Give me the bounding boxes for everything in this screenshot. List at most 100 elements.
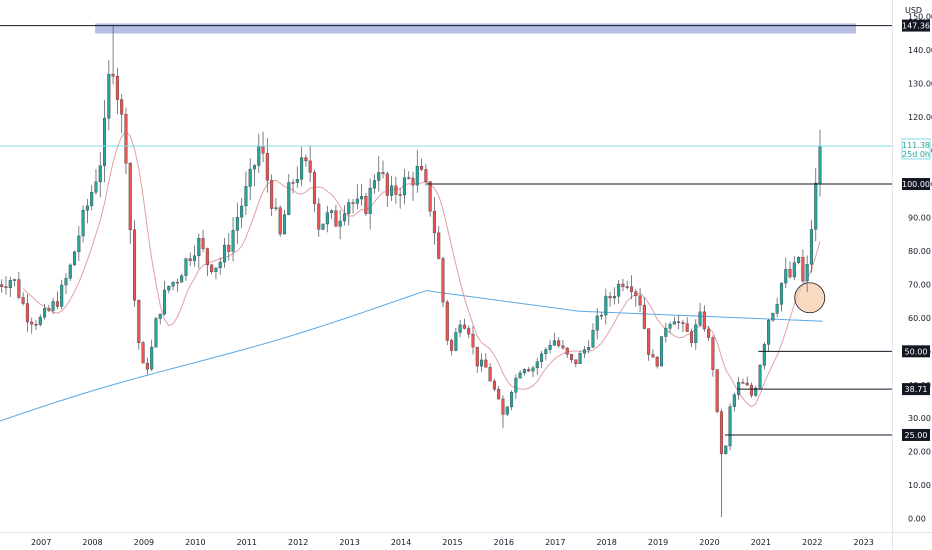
candle-body — [467, 328, 471, 335]
candle-body — [544, 349, 548, 355]
candle-body — [38, 316, 42, 325]
candle-body — [377, 172, 381, 181]
candle-body — [711, 337, 715, 370]
candle-body — [81, 209, 85, 237]
candle-body — [30, 321, 34, 325]
y-tick-label: 90.00 — [908, 213, 931, 222]
candle-body — [355, 198, 359, 204]
candle-body — [432, 211, 436, 234]
candle-body — [599, 314, 604, 317]
y-tick-label: 150.00 — [908, 13, 932, 22]
candle-body — [321, 223, 325, 230]
candle-body — [120, 99, 124, 115]
candle-body — [758, 365, 762, 389]
candle-body — [21, 297, 25, 304]
candle-body — [587, 347, 591, 350]
candle-body — [788, 269, 792, 278]
candle-body — [527, 369, 531, 372]
candle-body — [681, 322, 685, 324]
current-price-label: 111.38 — [902, 141, 930, 150]
candle-body — [171, 281, 175, 287]
candle-body — [792, 262, 796, 278]
candle-body — [0, 284, 4, 287]
x-tick-label: 2011 — [237, 538, 257, 547]
y-tick-label: 130.00 — [908, 80, 932, 89]
candle-body — [535, 361, 539, 369]
candle-body — [248, 168, 252, 187]
candle-body — [621, 283, 625, 287]
candle-body — [103, 117, 107, 166]
candle-body — [261, 145, 265, 154]
candle-body — [629, 286, 634, 293]
candle-body — [381, 172, 385, 175]
candle-body — [745, 382, 749, 386]
candle-body — [180, 275, 184, 283]
x-tick-label: 2022 — [802, 538, 822, 547]
candle-body — [805, 264, 809, 282]
time-axis[interactable]: 2007 2008 2009 2010 2011 2012 2013 2014 2015 2016… — [0, 532, 932, 548]
price-axis-bg — [892, 0, 932, 532]
candle-body — [441, 258, 445, 303]
x-tick-label: 2008 — [82, 538, 102, 547]
candle-body — [737, 382, 741, 395]
candle-body — [608, 295, 612, 299]
candle-body — [668, 324, 672, 329]
candles-layer — [0, 25, 822, 517]
x-tick-label: 2009 — [134, 538, 154, 547]
candle-body — [300, 157, 304, 180]
x-tick-label: 2021 — [751, 538, 771, 547]
candle-body — [454, 332, 458, 351]
x-tick-label: 2012 — [288, 538, 308, 547]
candle-body — [167, 285, 171, 291]
candle-body — [480, 359, 484, 367]
y-tick-label: 30.00 — [908, 414, 931, 423]
y-tick-label: 60.00 — [908, 314, 931, 323]
candle-body — [240, 205, 244, 218]
level-label: 25.00 — [905, 431, 928, 440]
x-tick-label: 2015 — [442, 538, 462, 547]
level-label-bg — [902, 345, 930, 358]
candle-body — [497, 388, 501, 400]
price-axis[interactable]: USD 0.0010.0020.0030.0040.0050.0060.0070… — [892, 0, 932, 550]
candle-body — [150, 346, 154, 370]
candle-body — [304, 157, 308, 162]
candle-body — [540, 353, 544, 362]
candle-body — [64, 278, 68, 286]
candle-body — [402, 177, 406, 196]
candle-body — [728, 406, 732, 447]
candle-body — [797, 257, 801, 263]
candle-body — [732, 394, 736, 407]
candle-body — [73, 251, 77, 266]
resistance-zone — [95, 23, 857, 34]
candle-body — [270, 180, 274, 209]
candle-body — [647, 328, 651, 355]
candle-body — [364, 196, 368, 214]
candle-body — [205, 248, 209, 266]
x-tick-label: 2017 — [545, 538, 565, 547]
candle-body — [60, 284, 64, 307]
candle-body — [360, 196, 364, 200]
candle-body — [47, 308, 51, 311]
candle-body — [222, 244, 227, 263]
candle-body — [334, 210, 338, 227]
candle-body — [154, 318, 158, 348]
ma-long-line — [0, 289, 823, 422]
candle-body — [578, 353, 582, 364]
candle-body — [689, 331, 694, 343]
level-label-bg — [902, 383, 930, 396]
candle-body — [158, 313, 162, 319]
candle-body — [325, 212, 329, 225]
countdown-label: 25d 0h — [902, 150, 930, 159]
candle-body — [458, 324, 462, 333]
candle-body — [330, 210, 334, 213]
candle-body — [390, 185, 394, 196]
candle-body — [8, 280, 12, 288]
candle-body — [312, 172, 316, 205]
candle-body — [642, 304, 646, 329]
candle-body — [162, 289, 167, 315]
candle-body — [522, 369, 526, 374]
y-tick-label: 10.00 — [908, 481, 931, 490]
level-label-bg — [902, 19, 930, 32]
candle-body — [775, 304, 779, 314]
